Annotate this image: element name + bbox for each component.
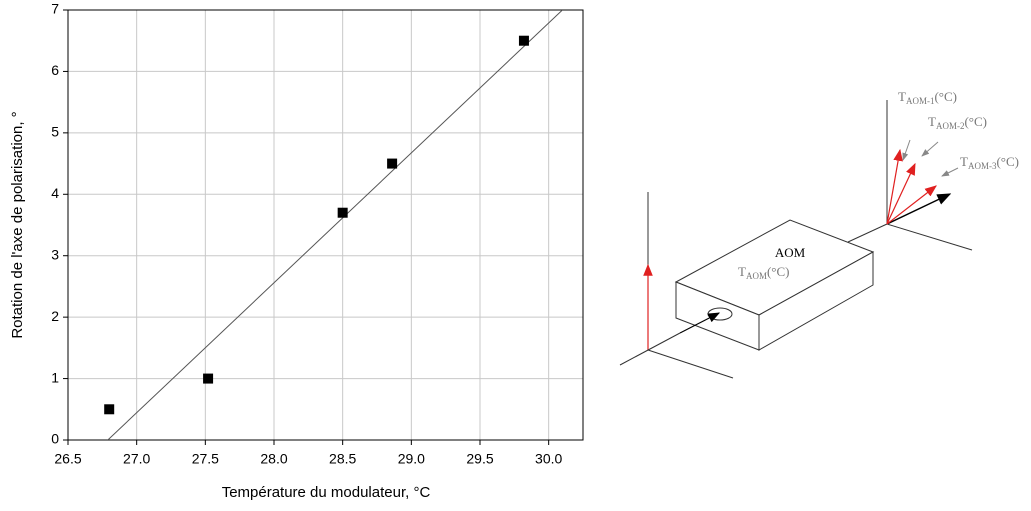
symbol: T: [960, 154, 968, 169]
axis: [886, 223, 973, 251]
x-tick-label: 28.0: [260, 451, 287, 467]
polarization-arrow: [886, 185, 937, 225]
box-label: AOM: [775, 245, 806, 260]
y-axis-label: Rotation de l'axe de polarisation, °: [9, 111, 26, 338]
subscript: AOM-1: [906, 96, 935, 106]
unit: (°C): [996, 154, 1019, 169]
y-tick-label: 2: [51, 308, 59, 324]
x-tick-label: 29.0: [398, 451, 425, 467]
symbol: T: [738, 264, 746, 279]
beam-out: [847, 223, 888, 243]
data-point: [337, 207, 348, 218]
data-point: [518, 35, 529, 46]
pointer: [941, 167, 959, 177]
x-axis-label: Température du modulateur, °C: [222, 484, 431, 501]
y-tick-label: 5: [51, 124, 59, 140]
beam-in: [619, 332, 681, 366]
subscript: AOM: [746, 271, 767, 281]
subscript: AOM-3: [968, 161, 997, 171]
diagram: AOM TAOM(°C) TAOM-1(°C) TAOM-2(°C) TAOM-…: [619, 89, 1019, 379]
y-tick-label: 3: [51, 246, 59, 262]
box-side: [758, 251, 874, 351]
beam-in-arrow: [679, 312, 721, 334]
data-point: [203, 373, 214, 384]
x-tick-label: 27.0: [123, 451, 150, 467]
polarization-arrow: [886, 162, 916, 225]
temperature-label: TAOM-3(°C): [960, 154, 1019, 171]
axis: [647, 349, 734, 379]
unit: (°C): [934, 89, 957, 104]
pointer: [921, 141, 939, 157]
fit-line: [107, 10, 563, 440]
symbol: T: [898, 89, 906, 104]
y-tick-label: 4: [51, 185, 59, 201]
x-tick-label: 26.5: [54, 451, 81, 467]
subscript: AOM-2: [936, 121, 965, 131]
y-tick-label: 0: [51, 431, 59, 447]
data-point: [387, 158, 398, 169]
x-tick-label: 29.5: [466, 451, 493, 467]
unit: (°C): [767, 264, 790, 279]
x-tick-label: 30.0: [535, 451, 562, 467]
pointer: [902, 139, 911, 161]
data-point: [104, 404, 115, 415]
beam-out-arrow: [886, 193, 952, 225]
x-tick-label: 27.5: [192, 451, 219, 467]
temperature-label: TAOM(°C): [738, 264, 790, 281]
symbol: T: [928, 114, 936, 129]
temperature-label: TAOM-1(°C): [898, 89, 957, 106]
plot-frame: [67, 9, 584, 441]
temperature-label: TAOM-2(°C): [928, 114, 987, 131]
y-tick-label: 7: [51, 1, 59, 17]
y-tick-label: 6: [51, 62, 59, 78]
x-tick-label: 28.5: [329, 451, 356, 467]
chart: Température du modulateur, °C Rotation d…: [9, 1, 584, 501]
unit: (°C): [964, 114, 987, 129]
y-tick-label: 1: [51, 369, 59, 385]
polarization-arrow: [886, 148, 903, 225]
